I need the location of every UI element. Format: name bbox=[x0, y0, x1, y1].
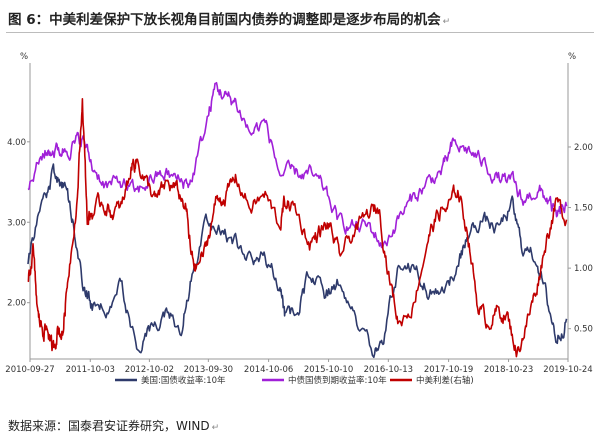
legend: 美国:国债收益率:10年 中债国债到期收益率:10年 中美利差(右轴) bbox=[115, 375, 474, 386]
right-tick-label: 1.00 bbox=[574, 264, 593, 274]
x-tick-label: 2015-10-10 bbox=[304, 365, 353, 375]
x-tick-label: 2019-10-24 bbox=[543, 365, 592, 375]
series-layer bbox=[27, 81, 568, 359]
source-note: 数据来源：国泰君安证券研究，WIND ↵ bbox=[8, 417, 219, 434]
x-tick-label: 2017-10-19 bbox=[424, 365, 473, 375]
x-tick-label: 2014-10-06 bbox=[244, 365, 293, 375]
legend-label: 中美利差(右轴) bbox=[416, 375, 474, 386]
axes: % % 2.00 3.00 4.00 0.50 1.00 1.50 2.00 2010-09-27… bbox=[5, 52, 593, 375]
right-tick-label: 0.50 bbox=[574, 325, 593, 335]
right-tick-label: 1.50 bbox=[574, 204, 593, 214]
x-tick-label: 2012-10-02 bbox=[125, 365, 174, 375]
right-tick-label: 2.00 bbox=[574, 143, 593, 153]
x-tick-label: 2010-09-27 bbox=[5, 365, 54, 375]
figure-title: 图 6：中美利差保护下放长视角目前国内债券的调整即是逐步布局的机会 ↵ bbox=[8, 8, 450, 28]
x-tick-label: 2018-10-23 bbox=[484, 365, 533, 375]
title-divider bbox=[6, 32, 594, 33]
left-tick-label: 3.00 bbox=[7, 218, 26, 228]
left-tick-label: 4.00 bbox=[7, 138, 26, 148]
x-tick-label: 2016-10-13 bbox=[364, 365, 413, 375]
x-tick-label: 2011-10-03 bbox=[66, 365, 115, 375]
left-tick-label: 2.00 bbox=[7, 299, 26, 309]
legend-label: 美国:国债收益率:10年 bbox=[141, 375, 226, 386]
us-10y-yield-line bbox=[27, 163, 568, 359]
figure-title-text: 图 6：中美利差保护下放长视角目前国内债券的调整即是逐步布局的机会 bbox=[8, 12, 441, 28]
legend-label: 中债国债到期收益率:10年 bbox=[288, 375, 387, 386]
source-return-mark: ↵ bbox=[211, 423, 220, 433]
return-mark: ↵ bbox=[442, 17, 451, 27]
right-axis-unit: % bbox=[568, 52, 576, 62]
left-axis-unit: % bbox=[20, 52, 28, 62]
cn-us-spread-line bbox=[27, 98, 568, 358]
plot-frame bbox=[29, 63, 569, 360]
cn-10y-yield-line bbox=[27, 81, 568, 249]
x-tick-label: 2013-09-30 bbox=[184, 365, 233, 375]
source-text: 数据来源：国泰君安证券研究，WIND bbox=[8, 419, 210, 433]
